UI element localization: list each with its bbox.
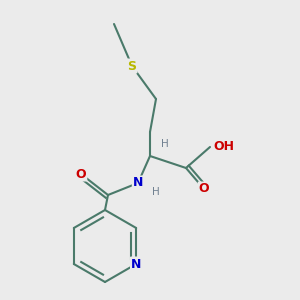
Text: O: O [199,182,209,196]
Text: N: N [131,257,141,271]
Text: OH: OH [213,140,234,154]
Text: H: H [152,187,160,197]
Text: N: N [133,176,143,190]
Text: H: H [161,139,169,149]
Text: S: S [128,59,136,73]
Text: O: O [76,167,86,181]
